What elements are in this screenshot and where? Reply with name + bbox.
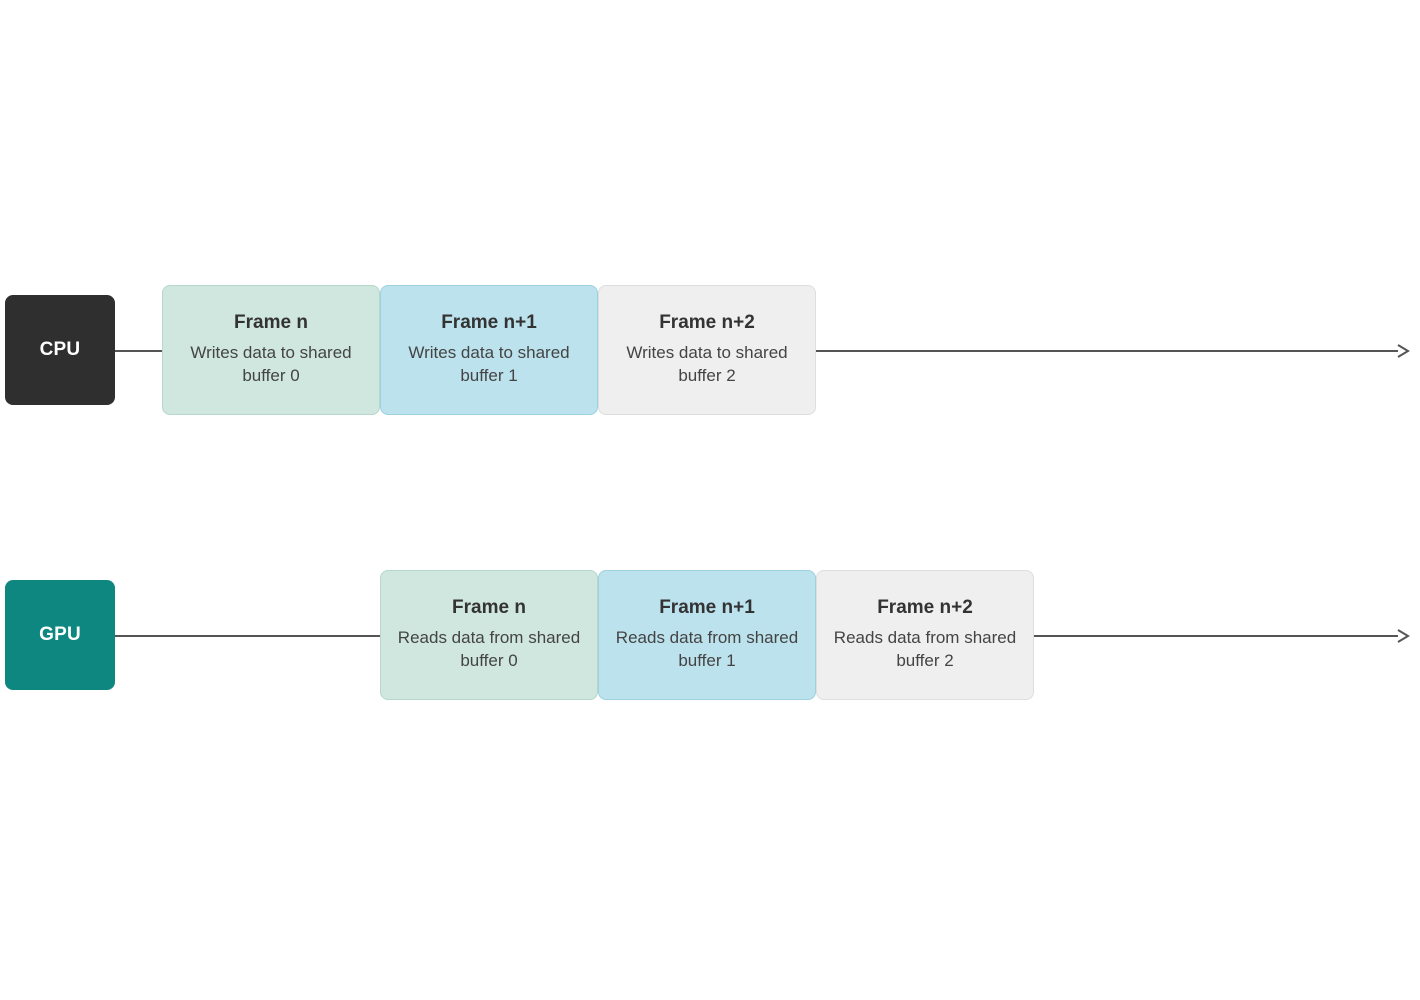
- frame-title: Frame n+1: [441, 312, 537, 334]
- frame-box: Frame n Reads data from shared buffer 0: [380, 570, 598, 700]
- frame-box: Frame n+1 Writes data to shared buffer 1: [380, 285, 598, 415]
- lane-label-gpu: GPU: [5, 580, 115, 690]
- frame-box: Frame n+2 Writes data to shared buffer 2: [598, 285, 816, 415]
- frame-title: Frame n+1: [659, 597, 755, 619]
- frame-subtitle: Reads data from shared buffer 2: [827, 627, 1023, 673]
- lane-gpu: GPU Frame n Reads data from shared buffer …: [0, 565, 1420, 705]
- frame-box: Frame n Writes data to shared buffer 0: [162, 285, 380, 415]
- frame-box: Frame n+1 Reads data from shared buffer 1: [598, 570, 816, 700]
- frame-title: Frame n+2: [877, 597, 973, 619]
- frame-subtitle: Writes data to shared buffer 0: [173, 342, 369, 388]
- frame-box: Frame n+2 Reads data from shared buffer 2: [816, 570, 1034, 700]
- frame-subtitle: Writes data to shared buffer 2: [609, 342, 805, 388]
- frame-title: Frame n: [234, 312, 308, 334]
- lane-label-text: CPU: [40, 339, 81, 361]
- lane-label-cpu: CPU: [5, 295, 115, 405]
- frame-title: Frame n: [452, 597, 526, 619]
- frame-subtitle: Reads data from shared buffer 1: [609, 627, 805, 673]
- frame-subtitle: Reads data from shared buffer 0: [391, 627, 587, 673]
- lane-cpu: CPU Frame n Writes data to shared buffer 0…: [0, 280, 1420, 420]
- lane-label-text: GPU: [39, 624, 81, 646]
- frame-title: Frame n+2: [659, 312, 755, 334]
- frame-subtitle: Writes data to shared buffer 1: [391, 342, 587, 388]
